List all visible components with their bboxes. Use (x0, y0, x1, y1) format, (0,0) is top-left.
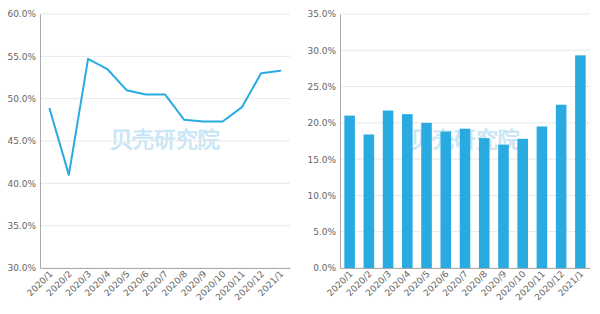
y-tick-label: 40.0% (7, 179, 36, 189)
y-tick-label: 5.0% (313, 227, 336, 237)
axis-line (341, 268, 591, 269)
y-tick: 45.0% (7, 136, 40, 146)
marks (344, 55, 585, 268)
x-tick: 2021/1 (556, 268, 585, 298)
bar (440, 132, 451, 268)
grid-line (40, 56, 290, 57)
bar (364, 134, 375, 268)
y-tick: 55.0% (7, 52, 40, 62)
y-tick: 5.0% (313, 227, 340, 237)
y-tick-label: 10.0% (307, 191, 336, 201)
grid-line (340, 86, 590, 87)
grid-line (40, 14, 290, 15)
y-tick: 0.0% (313, 263, 340, 273)
y-tick: 15.0% (307, 155, 340, 165)
bar (421, 123, 432, 268)
y-tick-label: 55.0% (7, 52, 36, 62)
grid-line (340, 122, 590, 123)
grid (340, 14, 590, 268)
y-tick: 30.0% (307, 46, 340, 56)
y-tick: 35.0% (7, 221, 40, 231)
y-tick-label: 0.0% (313, 263, 336, 273)
grid-line (40, 98, 290, 99)
x-tick-label: 2021/1 (256, 269, 285, 298)
bar (344, 116, 355, 268)
grid-line (40, 268, 290, 269)
grid-line (40, 141, 290, 142)
y-tick-label: 15.0% (307, 155, 336, 165)
marks (50, 59, 281, 175)
y-tick-label: 30.0% (7, 263, 36, 273)
bar (517, 139, 528, 268)
bar (556, 105, 567, 268)
y-tick: 50.0% (7, 94, 40, 104)
y-tick-label: 25.0% (307, 82, 336, 92)
bar (383, 111, 394, 268)
grid-line (340, 50, 590, 51)
bar (460, 129, 471, 268)
axis-line (41, 268, 291, 269)
y-tick-label: 50.0% (7, 94, 36, 104)
line (50, 59, 281, 175)
bar (575, 55, 586, 268)
y-tick-label: 45.0% (7, 136, 36, 146)
y-tick: 30.0% (7, 263, 40, 273)
y-tick-label: 20.0% (307, 118, 336, 128)
y-tick: 10.0% (307, 191, 340, 201)
chart-root: 贝壳研究院 2020/12020/22020/32020/42020/52020/… (0, 0, 600, 314)
y-tick: 25.0% (307, 82, 340, 92)
y-tick: 35.0% (307, 9, 340, 19)
y-tick: 60.0% (7, 9, 40, 19)
panel: 贝壳研究院2020/12020/22020/32020/42020/52020/… (307, 9, 590, 302)
y-tick-label: 30.0% (307, 46, 336, 56)
axis-line (40, 15, 41, 269)
grid-line (40, 183, 290, 184)
grid-line (340, 14, 590, 15)
x-axis: 2020/12020/22020/32020/42020/52020/62020… (25, 268, 290, 302)
y-tick: 40.0% (7, 179, 40, 189)
x-tick: 2021/1 (256, 268, 285, 298)
y-tick: 20.0% (307, 118, 340, 128)
panel: 贝壳研究院 2020/12020/22020/32020/42020/52020/… (7, 9, 290, 302)
grid-line (40, 225, 290, 226)
watermark: 贝壳研究院 (109, 127, 220, 152)
bar (479, 138, 490, 268)
y-tick-label: 60.0% (7, 9, 36, 19)
y-tick-label: 35.0% (7, 221, 36, 231)
x-axis: 2020/12020/22020/32020/42020/52020/62020… (325, 268, 590, 302)
axis-line (340, 15, 341, 269)
bar (498, 145, 509, 268)
x-tick-label: 2021/1 (556, 269, 585, 298)
y-tick-label: 35.0% (307, 9, 336, 19)
bar (402, 114, 413, 268)
grid (40, 14, 290, 268)
bar (537, 126, 548, 268)
y-axis: 30.0% 35.0% 40.0% 45.0% 50.0% 55.0% 60.0% (7, 9, 40, 273)
y-axis: 0.0% 5.0% 10.0% 15.0% 20.0% 25.0% 30.0% 35.0% (307, 9, 340, 273)
